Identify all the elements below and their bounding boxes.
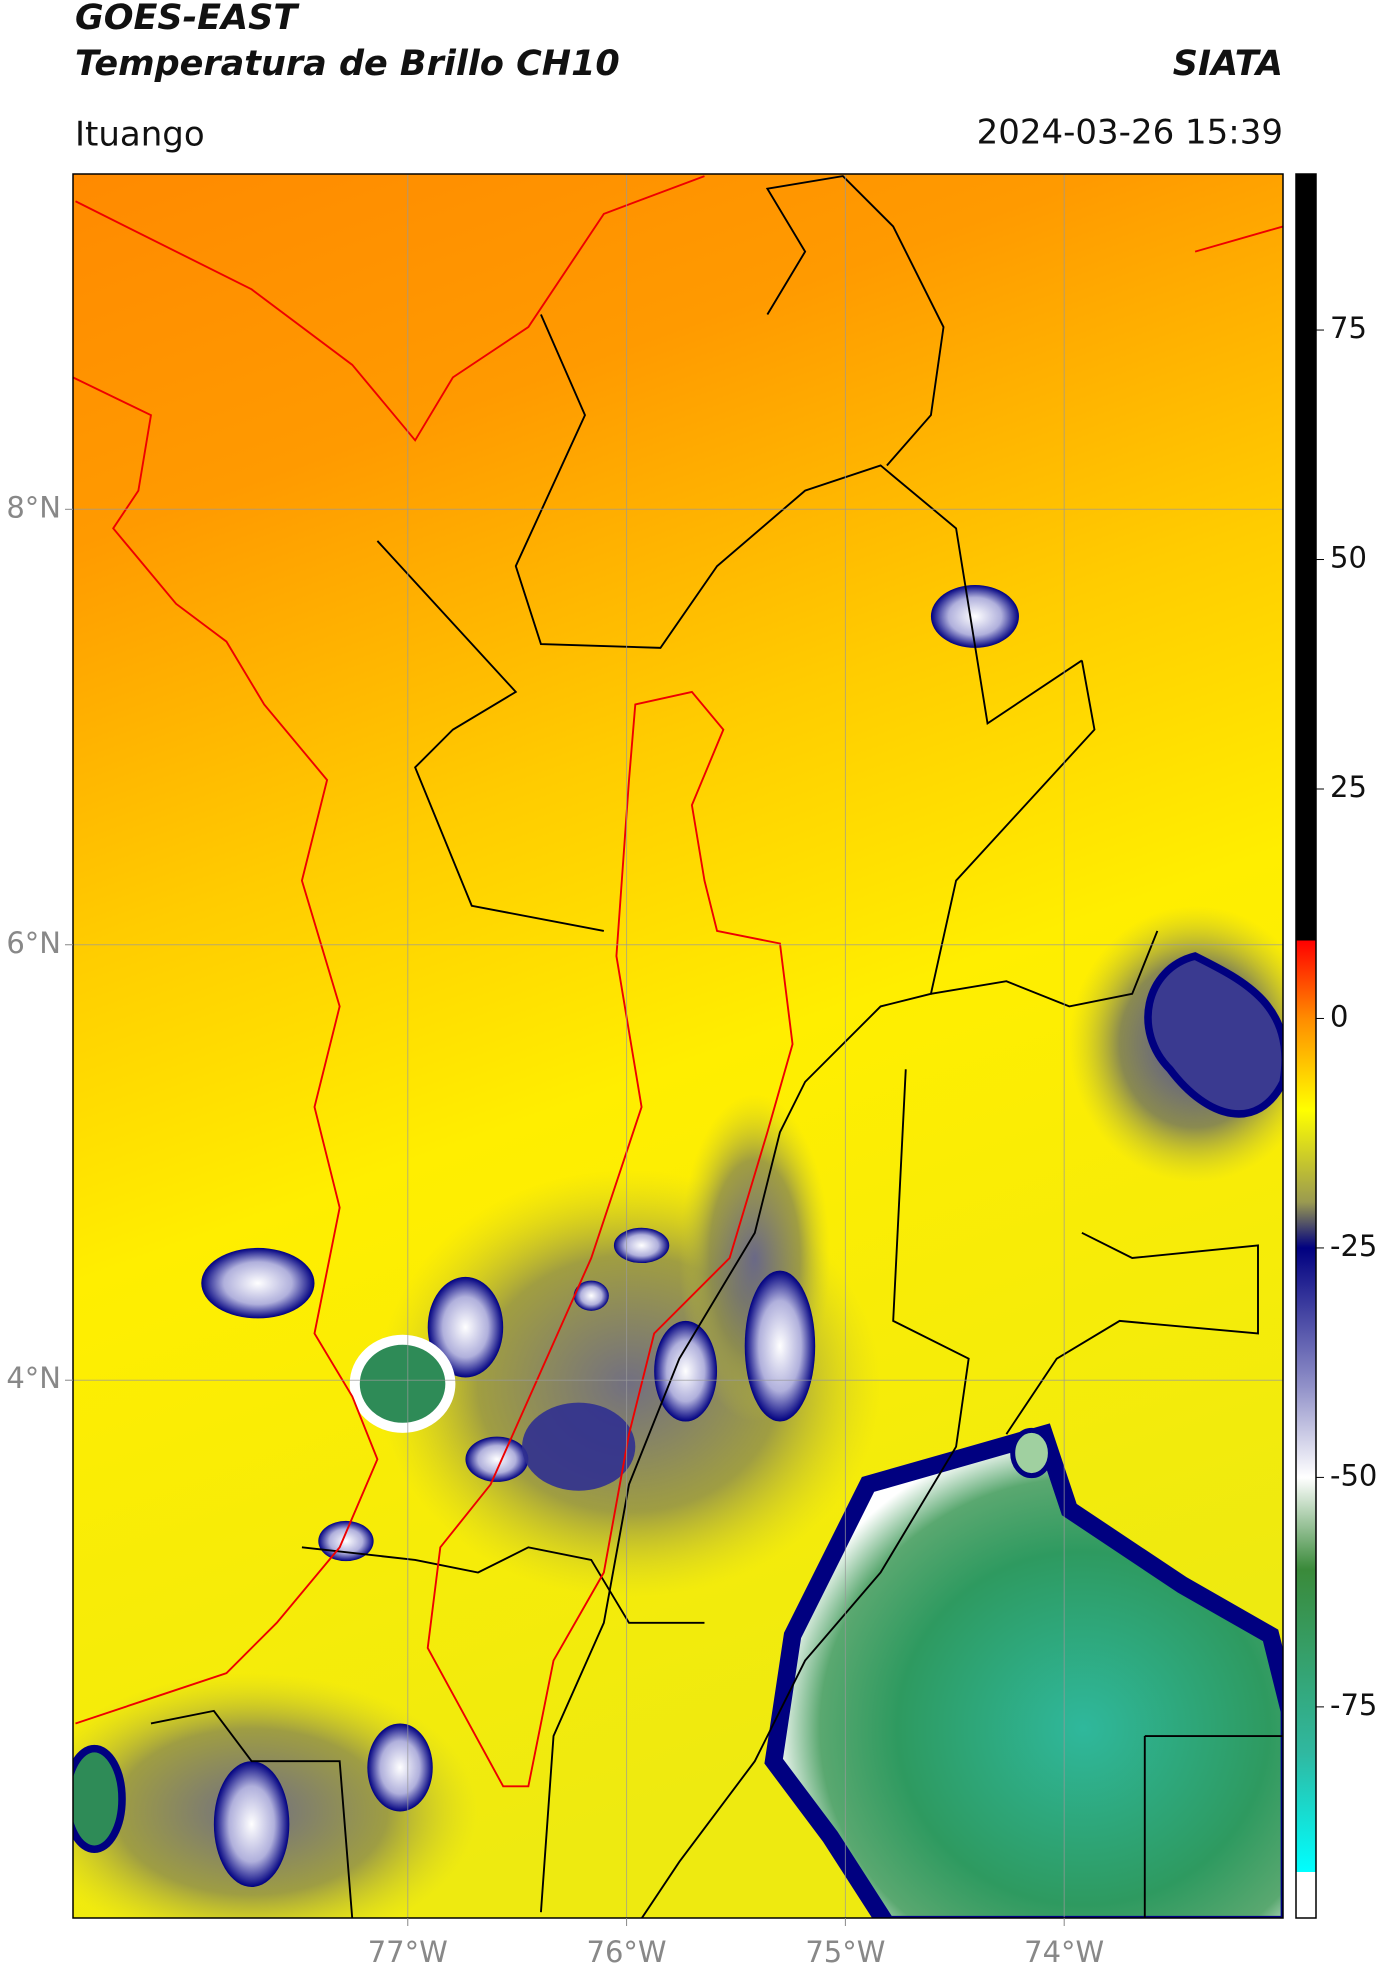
grid xyxy=(73,174,1283,1918)
colorbar-tick-label: -50 xyxy=(1330,1458,1377,1492)
datetime: 2024-03-26 15:39 xyxy=(977,113,1283,153)
y-tick-label: 4°N xyxy=(6,1361,61,1395)
source: SIATA xyxy=(1173,44,1283,84)
outlines xyxy=(73,175,1283,1788)
subtitle: Temperatura de Brillo CH10 xyxy=(75,44,620,84)
colorbar xyxy=(1296,174,1316,1918)
x-tick-label: 76°W xyxy=(587,1935,667,1969)
colorbar-tick-label: 75 xyxy=(1330,311,1367,345)
colorbar-tick-label: -25 xyxy=(1330,1229,1377,1263)
boundaries xyxy=(150,175,1283,1918)
y-tick-label: 6°N xyxy=(6,926,61,960)
x-tick-label: 74°W xyxy=(1024,1935,1104,1969)
x-tick-label: 75°W xyxy=(805,1935,885,1969)
colorbar-tick-label: 25 xyxy=(1330,770,1367,804)
location: Ituango xyxy=(75,115,205,155)
colorbar-tick-label: -75 xyxy=(1330,1688,1377,1722)
colorbar-tick-label: 0 xyxy=(1330,999,1348,1033)
x-tick-label: 77°W xyxy=(368,1935,448,1969)
map-frame xyxy=(72,173,1284,1919)
colorbar-tick-label: 50 xyxy=(1330,541,1367,575)
cloud-field xyxy=(73,584,1283,1918)
map xyxy=(73,174,1283,1918)
title: GOES-EAST xyxy=(75,0,300,38)
colorbar-frame xyxy=(1295,173,1317,1919)
y-tick-label: 8°N xyxy=(6,490,61,524)
